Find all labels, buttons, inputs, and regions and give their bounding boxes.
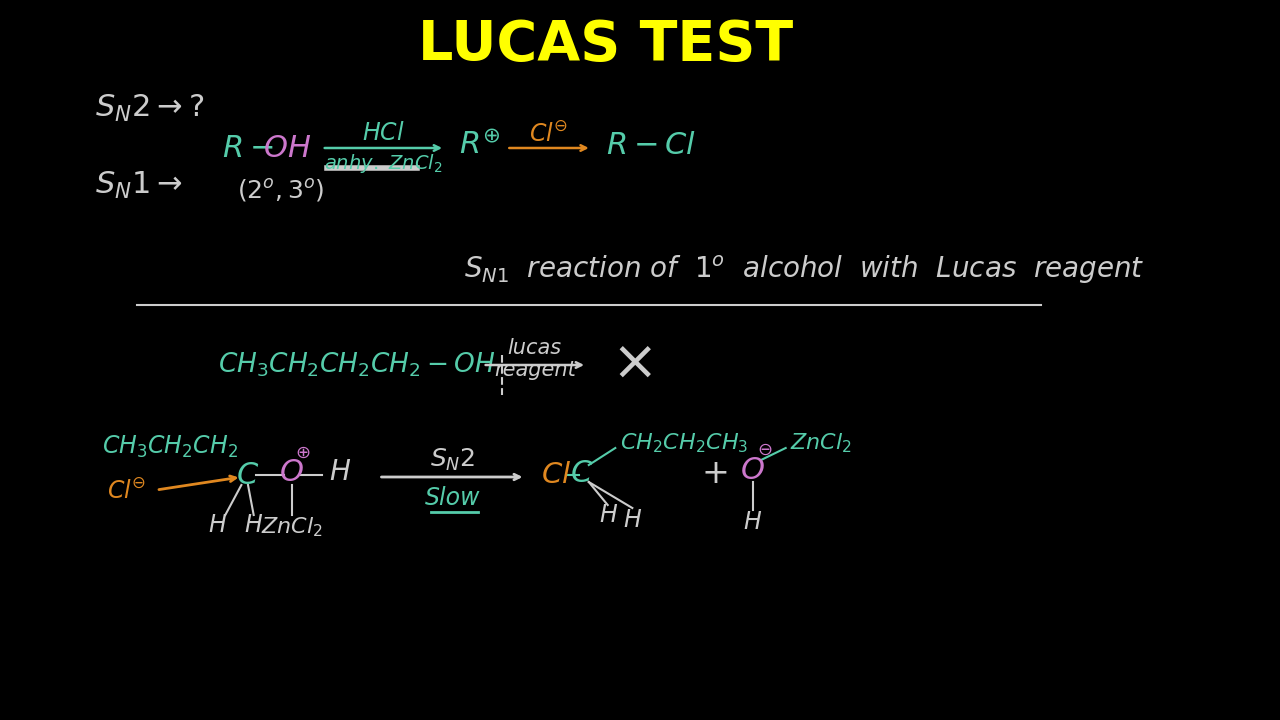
Text: reagent: reagent <box>494 360 576 380</box>
Text: $Cl$: $Cl$ <box>541 461 572 489</box>
Text: $C$: $C$ <box>237 461 260 490</box>
Text: $H$: $H$ <box>244 513 264 537</box>
Text: $O$: $O$ <box>740 456 765 485</box>
Text: $\ominus$: $\ominus$ <box>758 441 773 459</box>
Text: $HCl$: $HCl$ <box>362 121 404 145</box>
Text: $H$: $H$ <box>742 510 762 534</box>
Text: $R-$: $R-$ <box>223 133 274 163</box>
Text: $+$: $+$ <box>701 456 728 490</box>
Text: $R^{\oplus}$: $R^{\oplus}$ <box>460 130 500 160</box>
Text: $Cl^{\ominus}$: $Cl^{\ominus}$ <box>530 120 568 145</box>
Text: $(2^o,3^o)$: $(2^o,3^o)$ <box>237 176 324 204</box>
Text: $H$: $H$ <box>599 503 618 527</box>
Text: $O$: $O$ <box>279 457 303 487</box>
Text: $\times$: $\times$ <box>611 336 652 390</box>
Text: lucas: lucas <box>508 338 562 358</box>
Text: $Cl^{\ominus}$: $Cl^{\ominus}$ <box>108 477 146 503</box>
Text: $CH_3CH_2CH_2CH_2-OH$: $CH_3CH_2CH_2CH_2-OH$ <box>218 351 495 379</box>
Text: $S_{N1}$  reaction of  $1^o$  alcohol  with  Lucas  reagent: $S_{N1}$ reaction of $1^o$ alcohol with … <box>463 254 1144 287</box>
Text: $C$: $C$ <box>570 459 593 487</box>
Text: $CH_2CH_2CH_3$: $CH_2CH_2CH_3$ <box>620 431 749 455</box>
Text: $CH_3CH_2CH_2$: $CH_3CH_2CH_2$ <box>102 434 238 460</box>
Text: Slow: Slow <box>425 486 480 510</box>
Text: LUCAS TEST: LUCAS TEST <box>419 18 794 72</box>
Text: $R-Cl$: $R-Cl$ <box>605 130 696 160</box>
Text: $anhy.\ ZnCl_2$: $anhy.\ ZnCl_2$ <box>324 151 443 174</box>
Text: $S_N2 \rightarrow ?$: $S_N2 \rightarrow ?$ <box>95 92 204 124</box>
Text: $ZnCl_2$: $ZnCl_2$ <box>791 431 852 455</box>
Text: $ZnCl_2$: $ZnCl_2$ <box>261 516 323 539</box>
Text: $S_N1 \rightarrow$: $S_N1 \rightarrow$ <box>95 169 182 201</box>
Text: $OH$: $OH$ <box>264 133 311 163</box>
Text: $H$: $H$ <box>209 513 228 537</box>
Text: $S_N2$: $S_N2$ <box>430 447 475 473</box>
Text: $H$: $H$ <box>329 458 352 486</box>
Text: $H$: $H$ <box>623 508 641 532</box>
Text: $\oplus$: $\oplus$ <box>296 444 311 462</box>
